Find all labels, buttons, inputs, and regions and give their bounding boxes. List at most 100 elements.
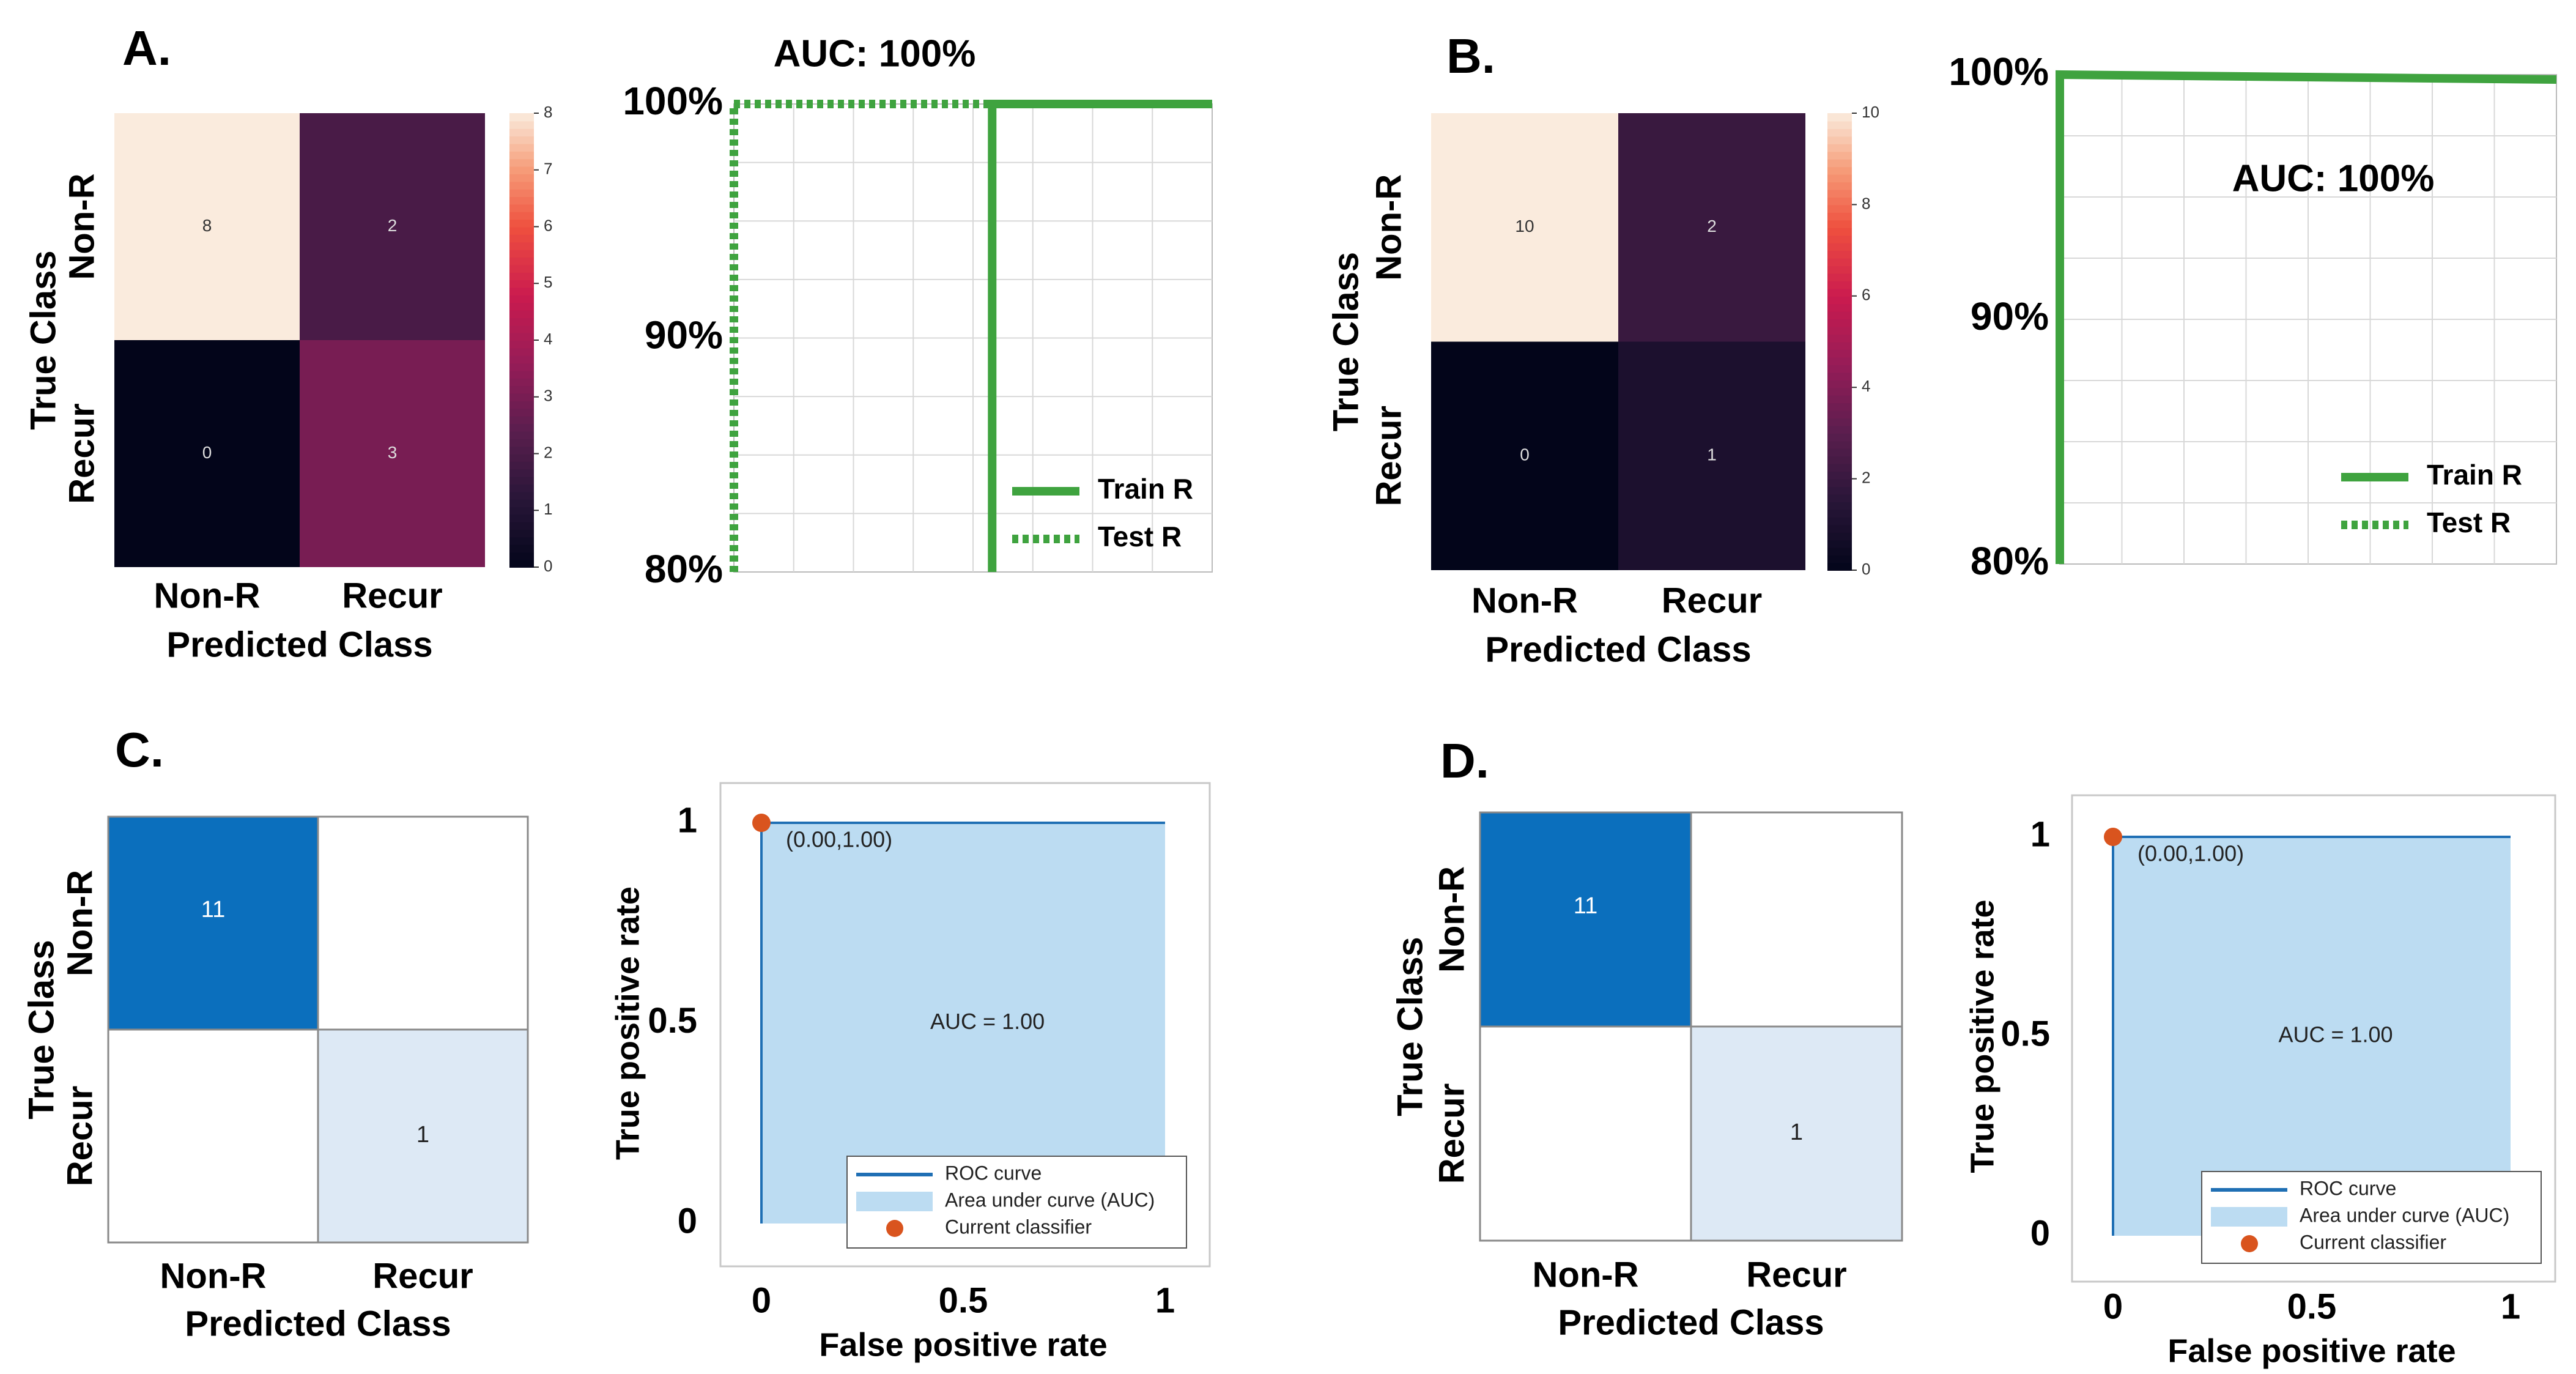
b-colorbar-tick-label: 0 xyxy=(1862,560,1870,578)
a-colorbar-segment xyxy=(509,415,534,425)
d-confusion-cell xyxy=(1690,1025,1903,1242)
a-colorbar-segment xyxy=(509,150,534,160)
d-col-label: Recur xyxy=(1746,1255,1846,1294)
a-colorbar-segment xyxy=(509,121,534,129)
a-colorbar-segment xyxy=(509,249,534,258)
d-y-axis-label: True Class xyxy=(1390,937,1430,1116)
d-x-tick-label: 0 xyxy=(2103,1287,2123,1326)
d-y-tick-label: 0.5 xyxy=(2000,1014,2050,1053)
a-colorbar-segment xyxy=(509,302,534,311)
a-colorbar-segment xyxy=(509,438,534,447)
b-colorbar-segment xyxy=(1827,456,1852,464)
a-colorbar-segment xyxy=(509,559,534,568)
b-colorbar-segment xyxy=(1827,182,1852,190)
d-legend-swatch-auc xyxy=(2211,1207,2287,1227)
d-y-tick-label: 0 xyxy=(2030,1213,2050,1253)
b-colorbar-segment xyxy=(1827,364,1852,373)
b-colorbar-segment xyxy=(1827,174,1852,183)
a-colorbar-segment xyxy=(509,211,534,220)
d-classifier-point xyxy=(2104,828,2122,846)
b-colorbar-tick-label: 8 xyxy=(1862,194,1870,212)
b-colorbar-segment xyxy=(1827,266,1852,274)
b-colorbar-segment xyxy=(1827,379,1852,388)
c-legend-swatch-auc xyxy=(856,1192,933,1211)
a-colorbar-segment xyxy=(509,181,534,190)
b-colorbar-segment xyxy=(1827,227,1852,236)
a-colorbar-segment xyxy=(509,166,534,174)
a-colorbar-segment xyxy=(509,136,534,144)
c-row-label: Recur xyxy=(60,1086,100,1186)
d-x-axis-label: False positive rate xyxy=(2167,1332,2456,1369)
c-y-tick-label: 1 xyxy=(678,800,697,840)
d-confusion-cell xyxy=(1479,811,1692,1028)
b-colorbar-segment xyxy=(1827,204,1852,213)
b-colorbar-segment xyxy=(1827,151,1852,160)
a-series-test-r xyxy=(730,100,993,572)
b-chart-title: AUC: 100% xyxy=(2232,157,2435,199)
a-colorbar-tick-label: 5 xyxy=(544,273,552,291)
a-y-tick-label: 80% xyxy=(645,547,723,591)
d-row-label: Non-R xyxy=(1432,866,1471,973)
a-col-label: Non-R xyxy=(154,576,261,615)
b-colorbar-segment xyxy=(1827,494,1852,502)
b-colorbar-segment xyxy=(1827,463,1852,472)
a-colorbar-segment xyxy=(509,521,534,530)
b-colorbar-segment xyxy=(1827,143,1852,152)
b-colorbar-segment xyxy=(1827,242,1852,251)
b-colorbar-segment xyxy=(1827,166,1852,175)
d-auc-label: AUC = 1.00 xyxy=(2278,1022,2393,1047)
a-series-train-r xyxy=(988,100,1212,572)
c-classifier-label: (0.00,1.00) xyxy=(786,827,892,852)
a-colorbar-tick-label: 3 xyxy=(544,387,552,405)
a-colorbar-segment xyxy=(509,453,534,462)
b-colorbar-segment xyxy=(1827,196,1852,206)
c-legend-label: Current classifier xyxy=(945,1216,1092,1238)
panel-label-d: D. xyxy=(1440,733,1489,788)
d-x-tick-label: 0.5 xyxy=(2287,1287,2337,1326)
b-colorbar-segment xyxy=(1827,425,1852,434)
a-colorbar-segment xyxy=(509,280,534,288)
a-legend-label: Test R xyxy=(1098,521,1182,552)
a-colorbar-segment xyxy=(509,476,534,485)
a-colorbar-tick-label: 1 xyxy=(544,500,552,518)
a-heatmap-cell xyxy=(114,340,300,567)
b-colorbar-segment xyxy=(1827,357,1852,365)
a-colorbar-segment xyxy=(509,393,534,401)
a-colorbar-segment xyxy=(509,317,534,326)
a-y-tick-label: 90% xyxy=(645,313,723,357)
b-colorbar-segment xyxy=(1827,220,1852,228)
a-colorbar-segment xyxy=(509,423,534,432)
b-colorbar-segment xyxy=(1827,258,1852,266)
b-colorbar-segment xyxy=(1827,547,1852,556)
a-colorbar-segment xyxy=(509,242,534,250)
a-colorbar-segment xyxy=(509,499,534,508)
d-x-tick-label: 1 xyxy=(2501,1287,2520,1326)
a-legend-label: Train R xyxy=(1098,473,1193,505)
a-colorbar-segment xyxy=(509,256,534,266)
b-colorbar-segment xyxy=(1827,418,1852,426)
a-colorbar-segment xyxy=(509,355,534,364)
c-y-axis-label: True positive rate xyxy=(609,886,646,1160)
b-colorbar-segment xyxy=(1827,273,1852,281)
a-colorbar-segment xyxy=(509,529,534,538)
c-cell-value: 1 xyxy=(416,1122,429,1148)
b-colorbar-segment xyxy=(1827,509,1852,518)
d-legend-swatch-classifier xyxy=(2241,1235,2258,1252)
d-row-label: Recur xyxy=(1432,1083,1471,1184)
b-colorbar-segment xyxy=(1827,562,1852,571)
b-colorbar-segment xyxy=(1827,349,1852,358)
c-x-tick-label: 0 xyxy=(752,1280,771,1320)
c-confusion-cell xyxy=(107,1028,319,1244)
b-colorbar-segment xyxy=(1827,478,1852,488)
a-heatmap-cell xyxy=(114,113,300,340)
a-colorbar-segment xyxy=(509,310,534,318)
a-colorbar-segment xyxy=(509,325,534,333)
a-colorbar-tick-label: 0 xyxy=(544,557,552,575)
a-colorbar-segment xyxy=(509,431,534,439)
a-colorbar-segment xyxy=(509,226,534,235)
b-colorbar-segment xyxy=(1827,532,1852,541)
b-legend-label: Train R xyxy=(2427,459,2522,491)
b-colorbar-segment xyxy=(1827,341,1852,350)
c-confusion-cell xyxy=(317,1028,529,1244)
d-classifier-label: (0.00,1.00) xyxy=(2137,841,2244,866)
